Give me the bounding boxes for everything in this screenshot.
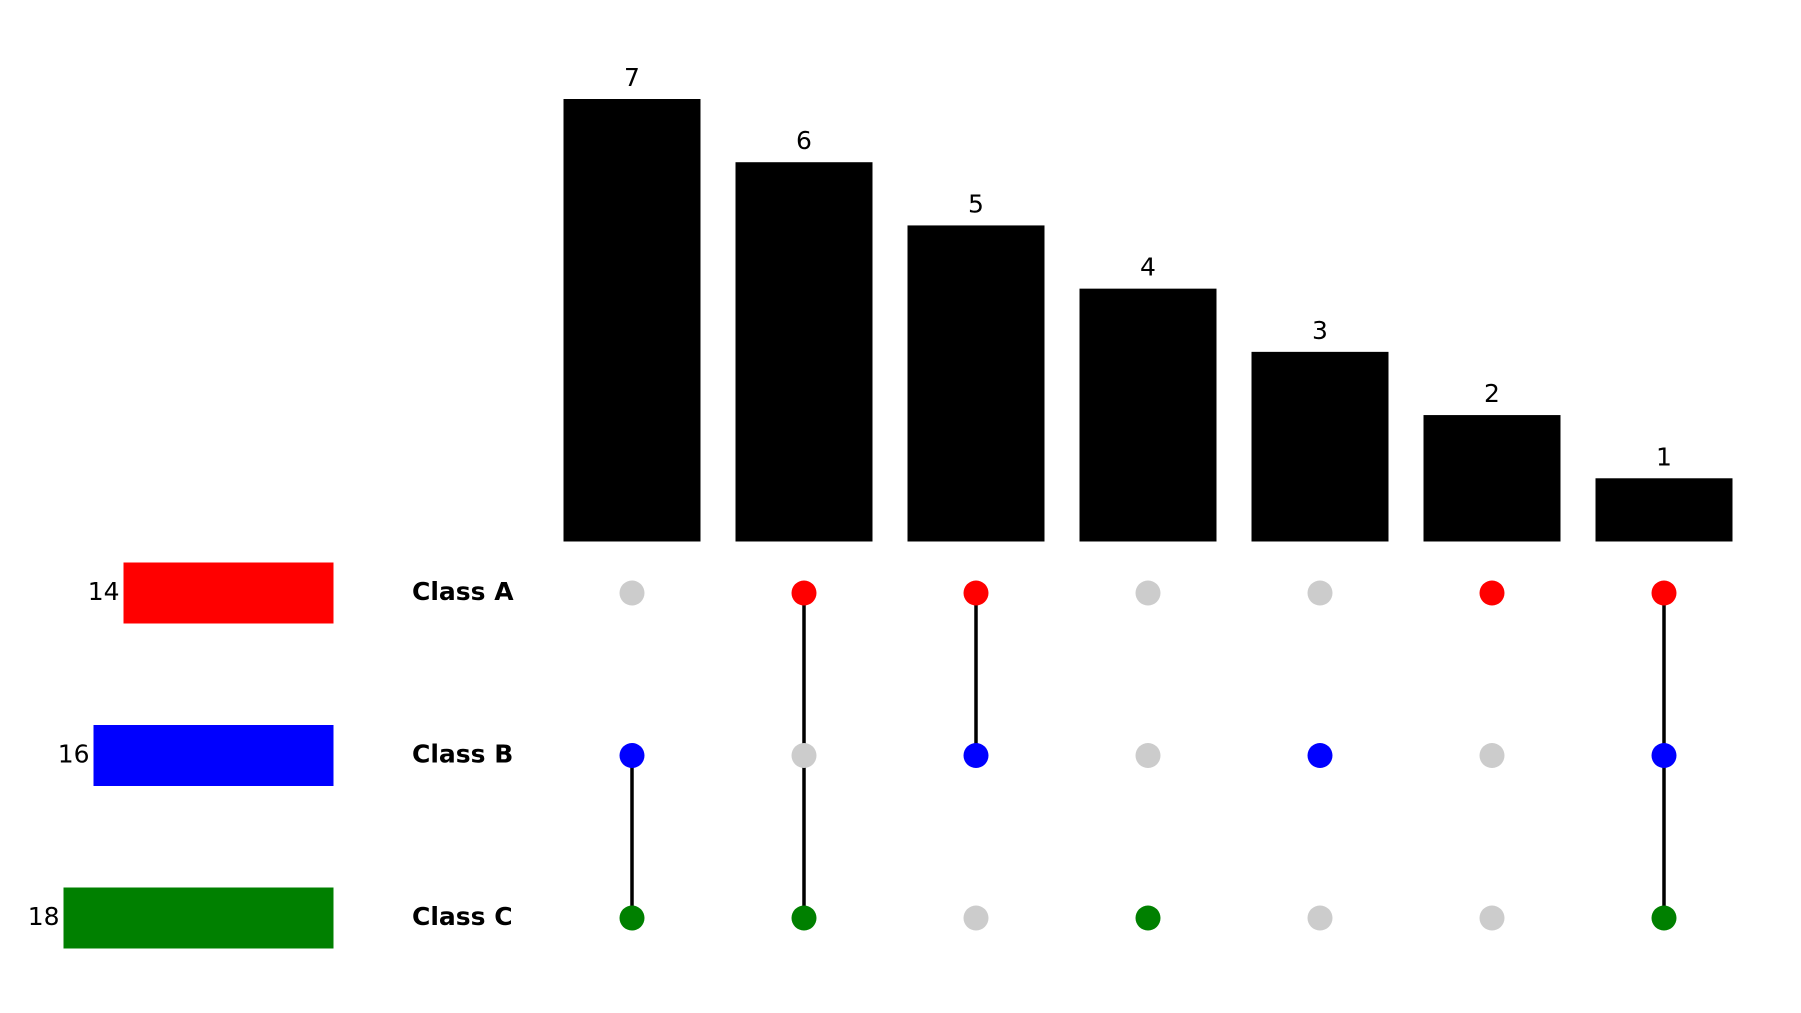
intersection-size-label: 6	[796, 126, 812, 155]
inactive-dot	[619, 580, 645, 606]
inactive-dot	[1135, 743, 1161, 768]
intersection-bar	[907, 225, 1045, 542]
intersection-bar	[1251, 351, 1389, 542]
intersection-bar	[1423, 415, 1561, 542]
intersection-bar	[735, 162, 873, 542]
intersection-size-label: 4	[1140, 253, 1156, 282]
inactive-dot	[1307, 580, 1333, 606]
set-name: Class C	[412, 902, 513, 931]
set-size-bar	[63, 887, 334, 949]
intersection-bar	[1079, 288, 1217, 542]
intersection-bar	[563, 99, 701, 542]
set-name: Class A	[412, 577, 514, 606]
inactive-dot	[1479, 743, 1505, 768]
set-size-label: 18	[28, 902, 60, 931]
inactive-dot	[963, 905, 989, 931]
set-name: Class B	[412, 740, 513, 769]
membership-dot	[963, 743, 989, 768]
membership-dot	[791, 905, 817, 931]
membership-dot	[1651, 743, 1677, 768]
inactive-dot	[1135, 580, 1161, 606]
intersection-bar	[1595, 478, 1733, 542]
membership-dot	[619, 905, 645, 931]
membership-dot	[619, 743, 645, 768]
membership-dot	[1135, 905, 1161, 931]
membership-dot	[1307, 743, 1333, 768]
intersection-size-label: 5	[968, 189, 984, 218]
set-size-bar	[93, 725, 334, 786]
membership-dot	[1651, 905, 1677, 931]
intersection-size-label: 3	[1312, 316, 1328, 345]
set-size-bar	[123, 562, 334, 624]
intersection-size-label: 1	[1656, 442, 1672, 471]
membership-dot	[1479, 580, 1505, 606]
membership-dot	[791, 580, 817, 606]
inactive-dot	[791, 743, 817, 768]
inactive-dot	[1479, 905, 1505, 931]
set-size-label: 14	[88, 577, 120, 606]
intersection-size-label: 7	[624, 63, 640, 92]
membership-dot	[1651, 580, 1677, 606]
set-size-label: 16	[58, 740, 90, 769]
inactive-dot	[1307, 905, 1333, 931]
membership-dot	[963, 580, 989, 606]
intersection-size-label: 2	[1484, 379, 1500, 408]
